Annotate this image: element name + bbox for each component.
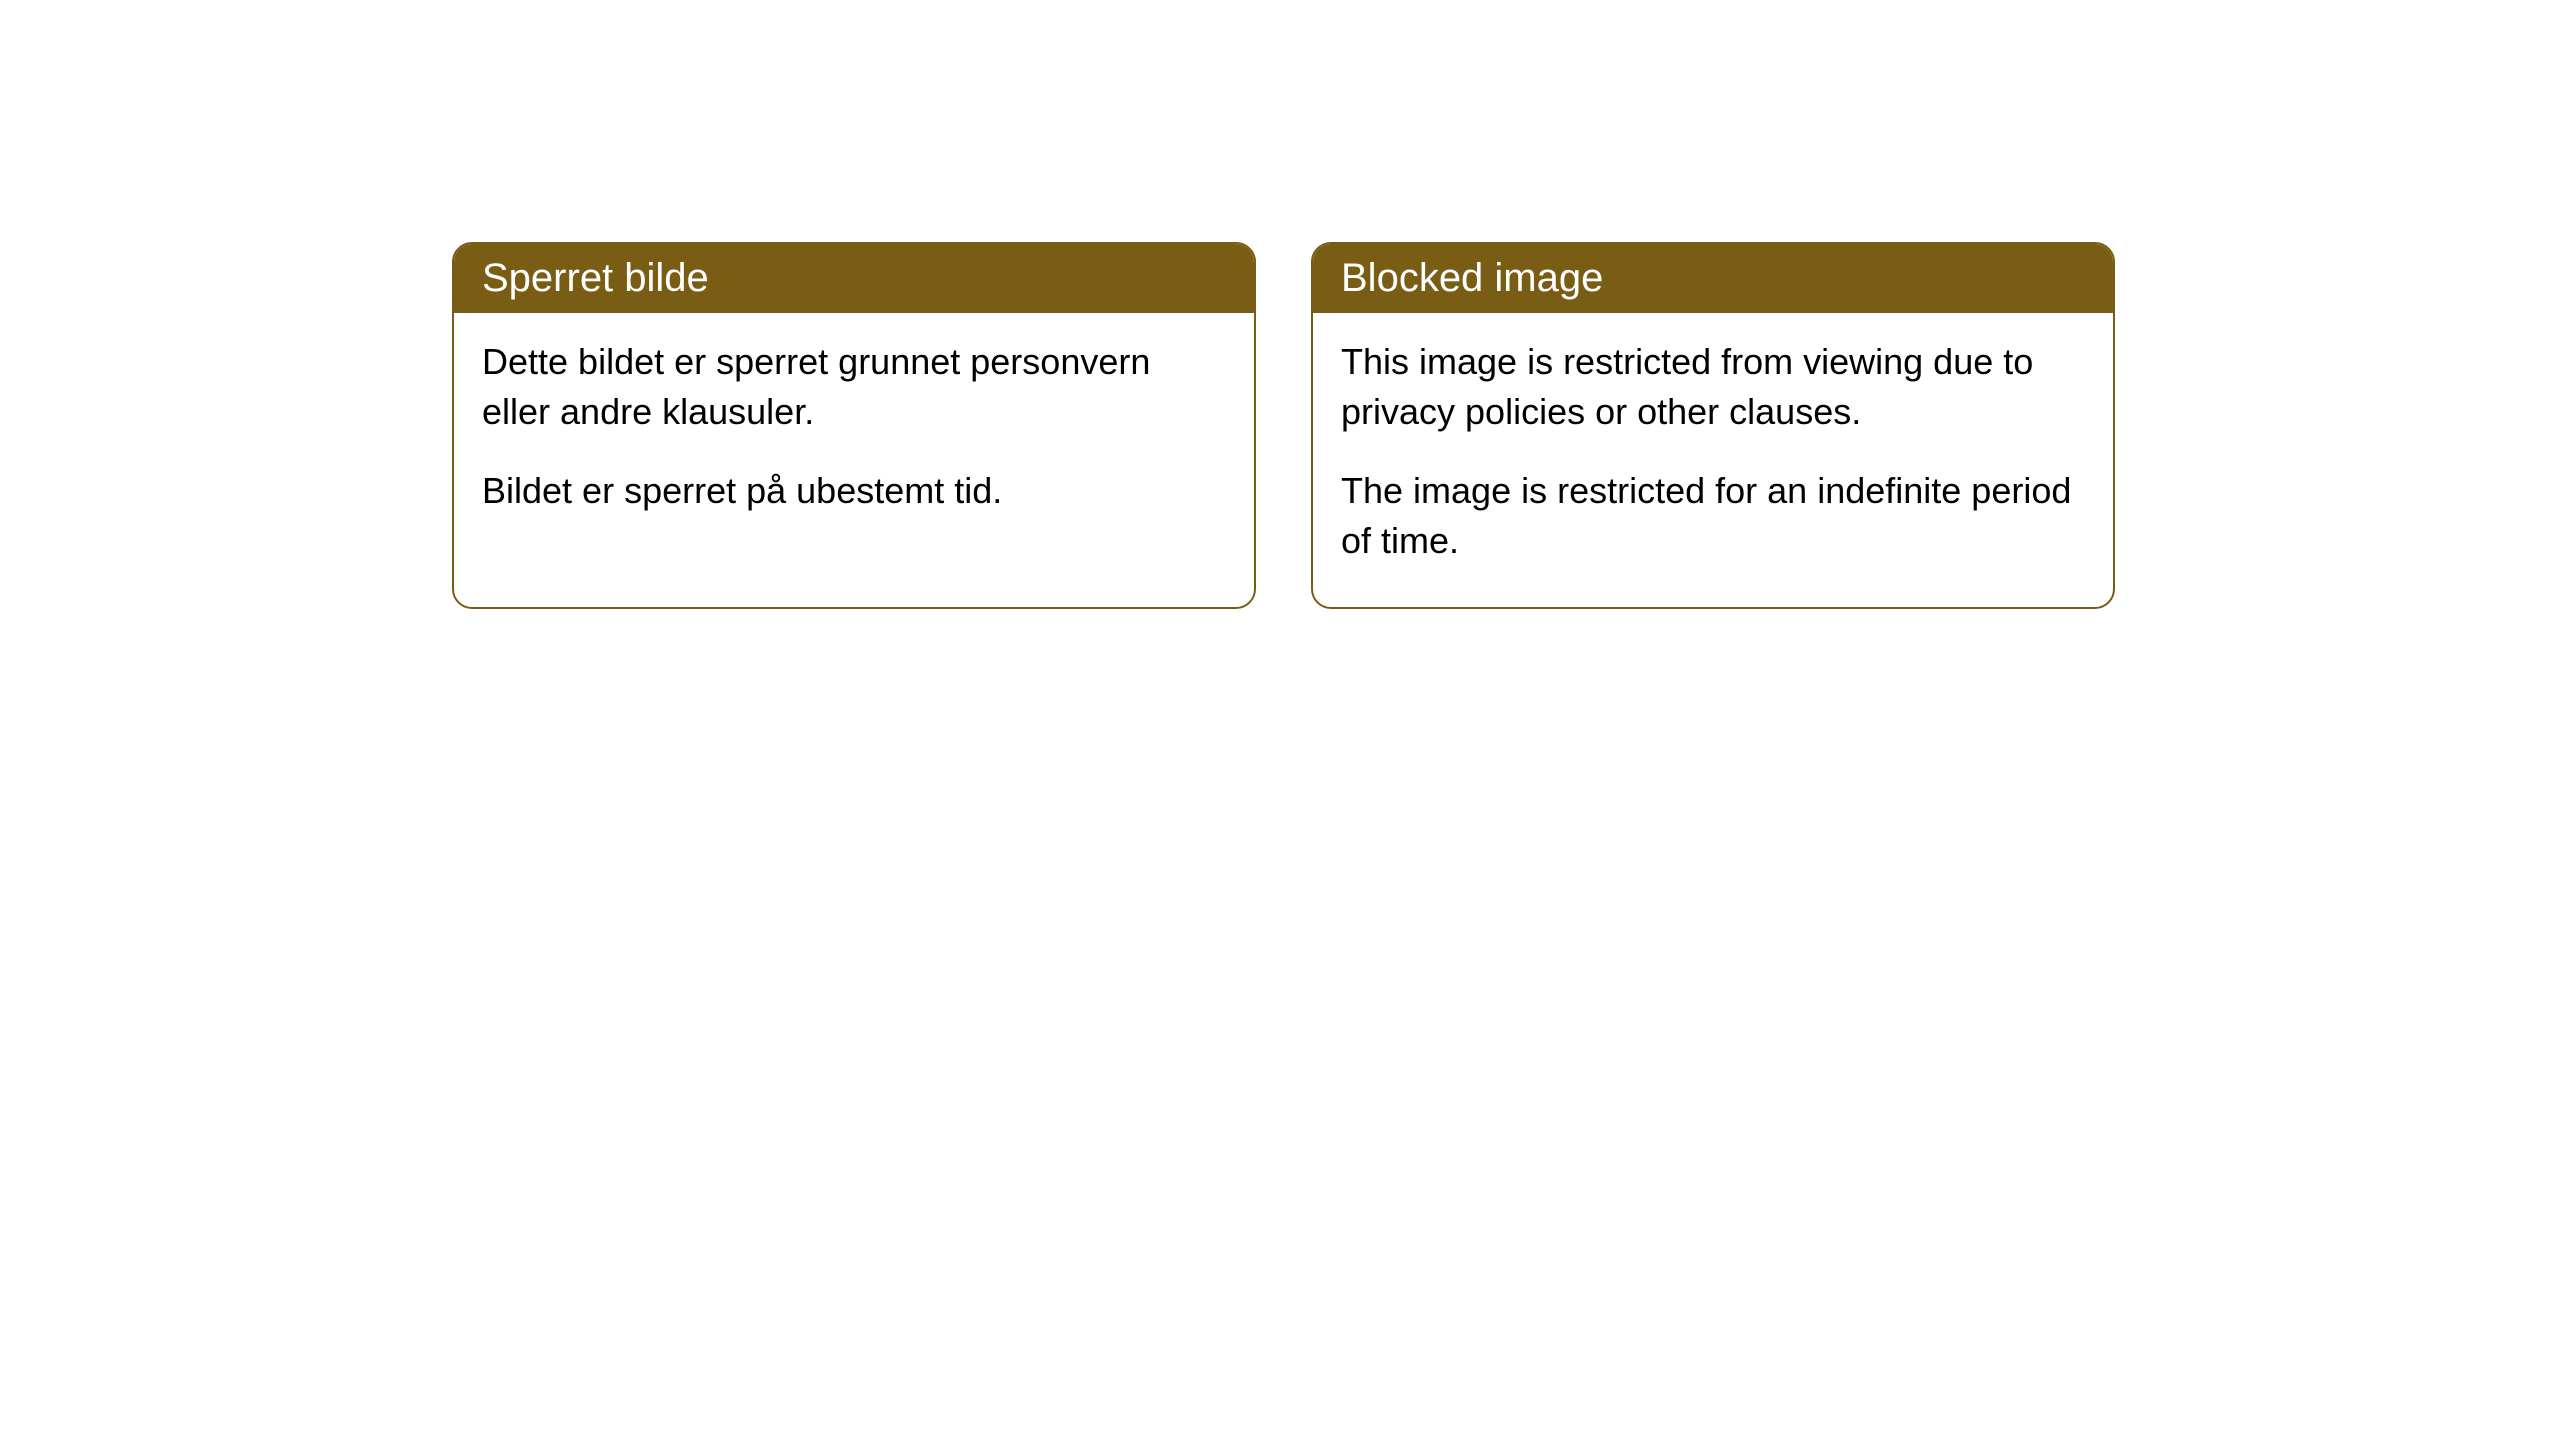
card-body-norwegian: Dette bildet er sperret grunnet personve… [454, 313, 1254, 556]
notice-card-english: Blocked image This image is restricted f… [1311, 242, 2115, 609]
card-header-english: Blocked image [1313, 244, 2113, 313]
notice-cards-container: Sperret bilde Dette bildet er sperret gr… [452, 242, 2115, 609]
card-title: Sperret bilde [482, 256, 709, 300]
notice-card-norwegian: Sperret bilde Dette bildet er sperret gr… [452, 242, 1256, 609]
card-body-english: This image is restricted from viewing du… [1313, 313, 2113, 607]
card-paragraph: Dette bildet er sperret grunnet personve… [482, 337, 1226, 438]
card-header-norwegian: Sperret bilde [454, 244, 1254, 313]
card-title: Blocked image [1341, 256, 1603, 300]
card-paragraph: This image is restricted from viewing du… [1341, 337, 2085, 438]
card-paragraph: Bildet er sperret på ubestemt tid. [482, 466, 1226, 516]
card-paragraph: The image is restricted for an indefinit… [1341, 466, 2085, 567]
